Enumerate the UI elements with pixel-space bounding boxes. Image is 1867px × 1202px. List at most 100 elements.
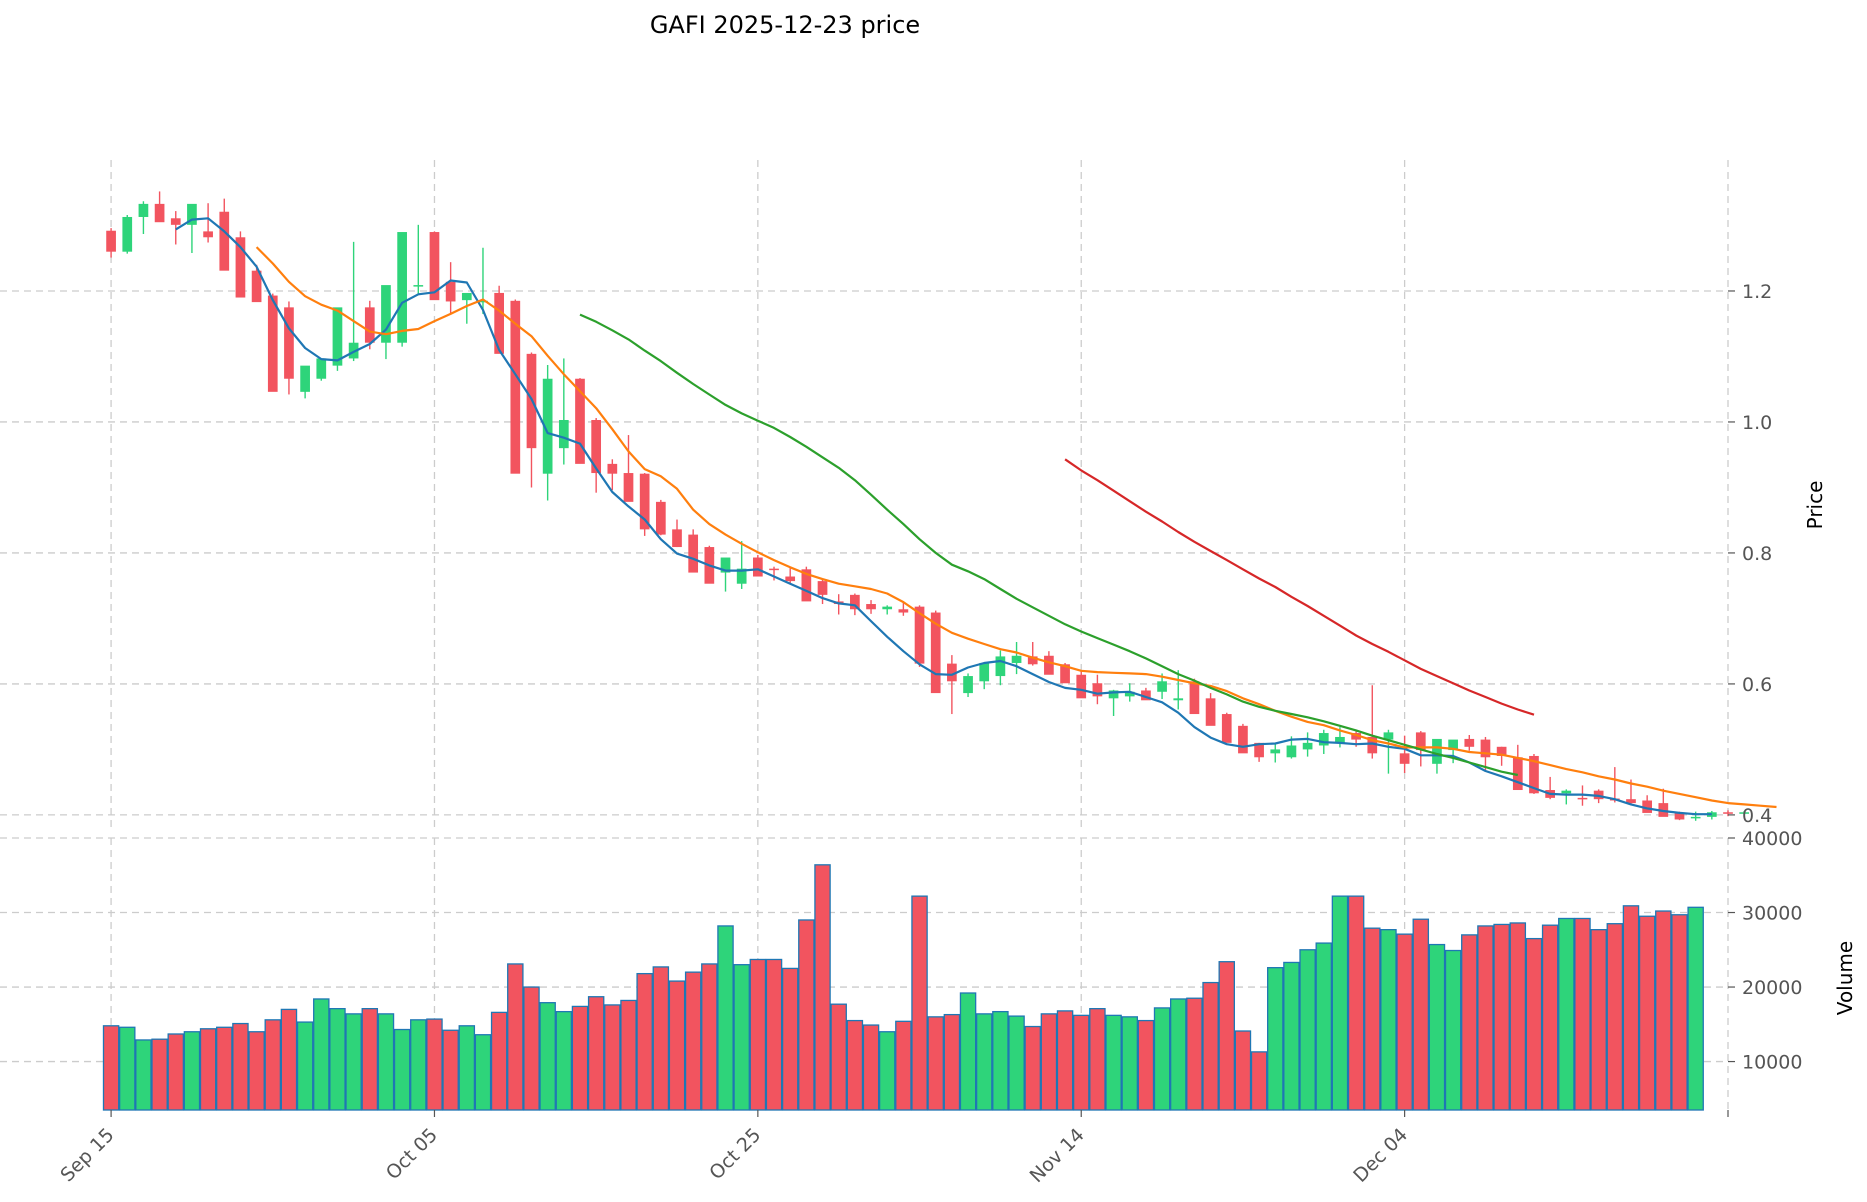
volume-bar bbox=[1347, 895, 1365, 1111]
volume-bar bbox=[1687, 906, 1704, 1111]
candle-body bbox=[850, 594, 860, 610]
candle-body bbox=[753, 557, 763, 577]
volume-bar bbox=[765, 958, 783, 1111]
candle-body bbox=[591, 419, 602, 474]
candle-body bbox=[947, 663, 957, 682]
candle-body bbox=[251, 270, 262, 303]
volume-bar bbox=[1412, 918, 1430, 1111]
candle-body bbox=[1690, 816, 1701, 819]
candle-body bbox=[122, 216, 133, 252]
volume-bar bbox=[199, 1028, 217, 1111]
candle-body bbox=[461, 292, 472, 301]
candle-body bbox=[478, 300, 488, 303]
candle-body bbox=[203, 231, 213, 238]
volume-bar bbox=[119, 1026, 136, 1111]
volume-bar bbox=[1121, 1016, 1138, 1111]
volume-bar bbox=[1234, 1030, 1252, 1111]
volume-bar bbox=[604, 1004, 621, 1111]
volume-bar bbox=[943, 1013, 961, 1111]
candle-body bbox=[1173, 698, 1184, 701]
volume-bar bbox=[571, 1005, 589, 1111]
volume-bar bbox=[652, 966, 670, 1111]
candle-body bbox=[1512, 757, 1523, 791]
volume-bar bbox=[1202, 981, 1219, 1111]
candle-body bbox=[1739, 812, 1750, 814]
volume-bar bbox=[183, 1031, 201, 1111]
volume-bar bbox=[1396, 933, 1413, 1111]
volume-bar bbox=[1072, 1014, 1090, 1111]
candle-body bbox=[1318, 733, 1329, 746]
volume-bar bbox=[1671, 914, 1688, 1111]
candle-body bbox=[1060, 664, 1070, 684]
volume-bar bbox=[1558, 917, 1575, 1111]
volume-bar bbox=[878, 1031, 896, 1111]
volume-tick-label: 20000 bbox=[1742, 977, 1802, 999]
candle-body bbox=[1157, 681, 1167, 692]
volume-bar bbox=[490, 1011, 508, 1111]
candle-body bbox=[1480, 739, 1491, 758]
candle-body bbox=[397, 232, 407, 343]
candle-body bbox=[187, 203, 197, 225]
candle-body bbox=[364, 307, 375, 343]
candle-body bbox=[1124, 691, 1135, 697]
candle-body bbox=[1723, 812, 1733, 814]
candle-body bbox=[1335, 736, 1345, 743]
volume-bar bbox=[523, 986, 540, 1111]
volume-bar bbox=[717, 925, 734, 1111]
candle-body bbox=[138, 203, 149, 217]
volume-bar bbox=[587, 996, 605, 1111]
candle-body bbox=[930, 612, 941, 694]
volume-bar bbox=[1186, 997, 1203, 1111]
volume-bar bbox=[814, 864, 831, 1111]
volume-bar bbox=[474, 1034, 492, 1111]
candle-body bbox=[1302, 742, 1313, 750]
volume-bar bbox=[102, 1025, 120, 1111]
candle-body bbox=[494, 292, 504, 354]
candle-body bbox=[1238, 725, 1248, 754]
candle-body bbox=[1270, 749, 1281, 754]
ma10-line bbox=[255, 246, 1777, 809]
volume-bar bbox=[1525, 937, 1543, 1111]
candle-body bbox=[720, 557, 731, 573]
volume-bar bbox=[1590, 929, 1607, 1111]
candle-body bbox=[817, 581, 828, 595]
volume-bar bbox=[426, 1018, 443, 1111]
volume-bar bbox=[555, 1010, 573, 1111]
volume-bar bbox=[1137, 1019, 1155, 1111]
volume-bar bbox=[1056, 1010, 1074, 1111]
volume-bar bbox=[781, 967, 799, 1111]
volume-bar bbox=[377, 1013, 395, 1111]
volume-bar bbox=[1040, 1013, 1058, 1111]
volume-axis-title: Volume bbox=[1833, 941, 1857, 1015]
candle-body bbox=[736, 568, 747, 584]
volume-bar bbox=[507, 963, 524, 1111]
candle-body bbox=[558, 419, 569, 449]
volume-bar bbox=[1250, 1051, 1268, 1111]
volume-bar bbox=[151, 1038, 168, 1111]
volume-bar bbox=[248, 1031, 265, 1111]
volume-bar bbox=[345, 1013, 362, 1111]
candle-body bbox=[1577, 797, 1588, 800]
candle-body bbox=[1092, 683, 1103, 697]
candlesticks bbox=[106, 191, 1750, 821]
volume-bar bbox=[264, 1019, 282, 1111]
volume-bar bbox=[1606, 923, 1624, 1111]
x-tick-label: Oct 05 bbox=[382, 1124, 442, 1184]
candle-body bbox=[963, 676, 973, 694]
volume-bar bbox=[668, 980, 686, 1111]
volume-bar bbox=[458, 1025, 476, 1111]
volume-bar bbox=[361, 1008, 379, 1111]
volume-bar bbox=[1153, 1007, 1171, 1111]
volume-bar bbox=[1444, 949, 1462, 1111]
candle-body bbox=[1626, 799, 1636, 804]
price-axis-title: Price bbox=[1803, 481, 1827, 530]
candle-body bbox=[1706, 812, 1717, 817]
candle-body bbox=[1561, 790, 1572, 794]
candle-body bbox=[769, 568, 779, 571]
candle-body bbox=[1221, 714, 1232, 743]
volume-bar bbox=[442, 1029, 459, 1111]
candle-body bbox=[510, 300, 521, 474]
volume-bar bbox=[1024, 1025, 1041, 1111]
price-tick-label: 1.2 bbox=[1742, 281, 1772, 303]
volume-bar bbox=[1105, 1014, 1122, 1111]
